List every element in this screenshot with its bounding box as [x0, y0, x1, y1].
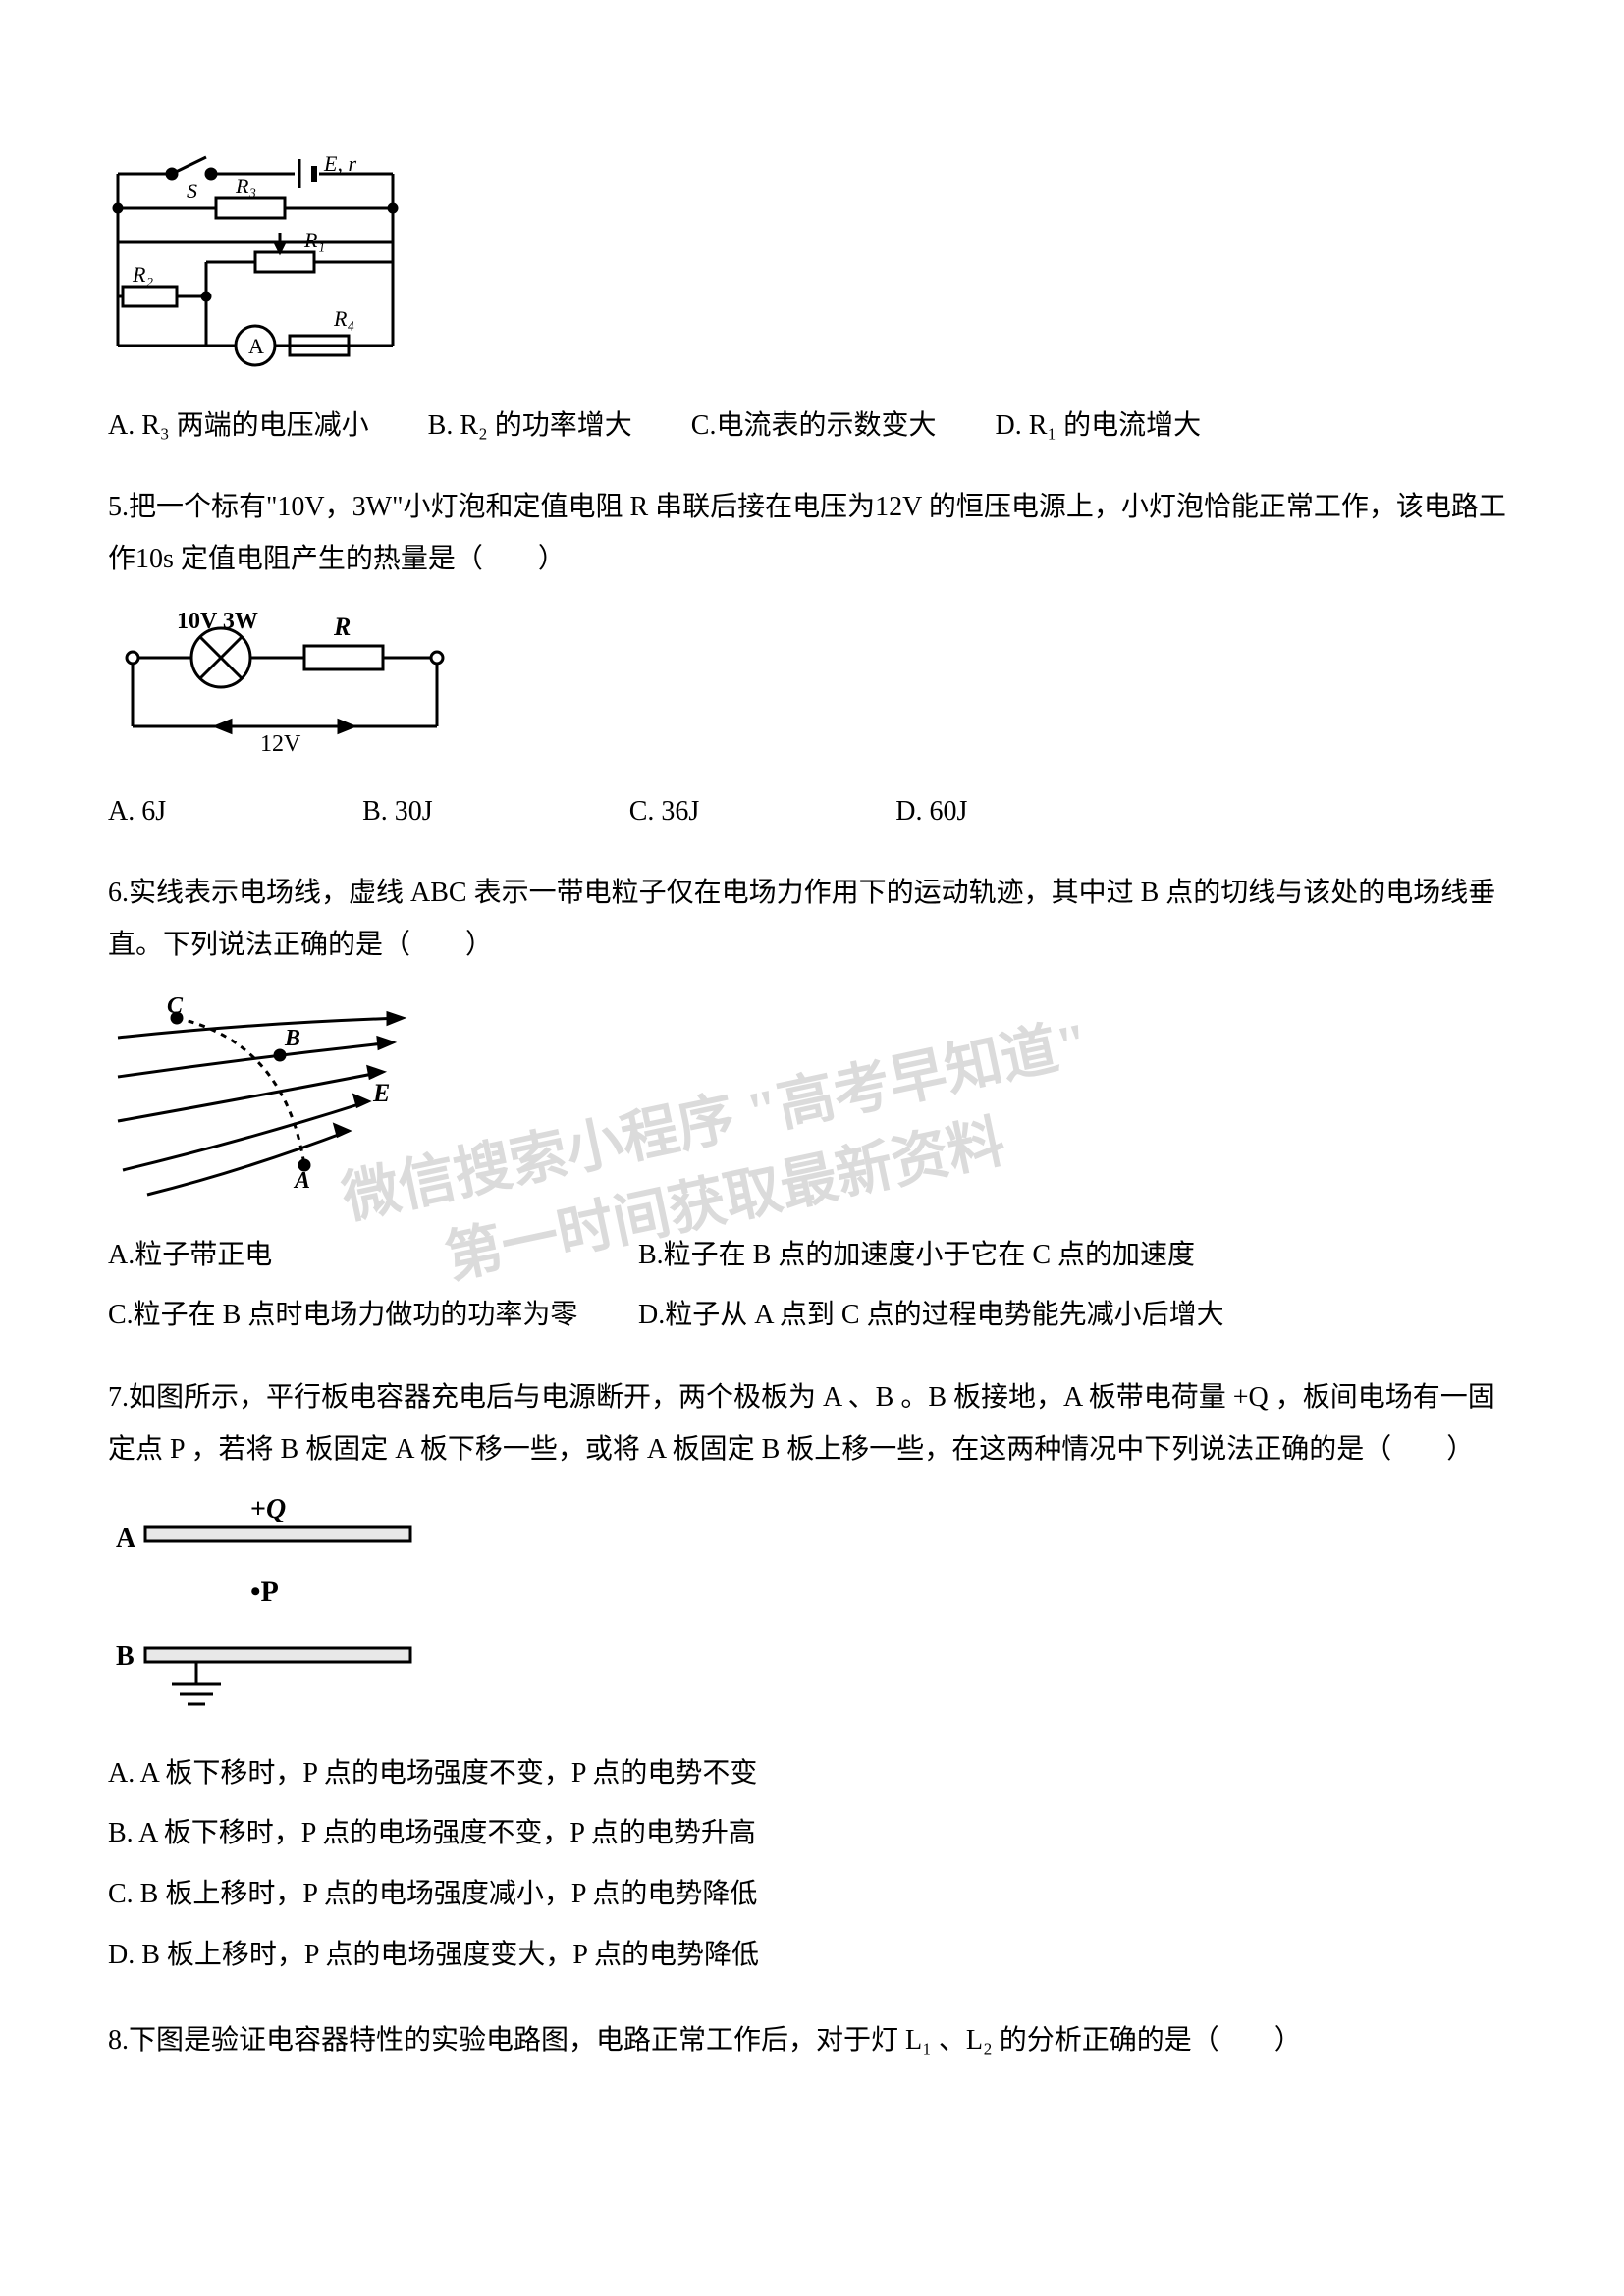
- svg-text:B: B: [116, 1641, 135, 1672]
- question-6: 6.实线表示电场线，虚线 ABC 表示一带电粒子仅在电场力作用下的运动轨迹，其中…: [108, 867, 1516, 1342]
- q6-row1: A.粒子带正电 B.粒子在 B 点的加速度小于它在 C 点的加速度: [108, 1229, 1516, 1281]
- svg-text:R₁: R₁: [303, 228, 325, 252]
- svg-text:R: R: [333, 613, 351, 641]
- svg-text:•P: •P: [250, 1575, 279, 1608]
- question-7: 7.如图所示，平行板电容器充电后与电源断开，两个极板为 A 、B 。B 板接地，…: [108, 1371, 1516, 1986]
- q7-option-a: A. A 板下移时，P 点的电场强度不变，P 点的电势不变: [108, 1743, 1516, 1804]
- q5-option-a: A. 6J: [108, 785, 166, 837]
- q6-field-diagram: E C B A: [108, 988, 1516, 1209]
- q4-option-b: B. R₂ 的功率增大: [428, 400, 632, 452]
- q6-option-d: D.粒子从 A 点到 C 点的过程电势能先减小后增大: [638, 1289, 1224, 1341]
- q5-option-d: D. 60J: [895, 785, 967, 837]
- svg-text:A: A: [248, 334, 264, 358]
- q6-option-a: A.粒子带正电: [108, 1229, 638, 1281]
- svg-text:R₂: R₂: [132, 262, 153, 287]
- svg-text:+Q: +Q: [250, 1494, 286, 1524]
- q5-text: 5.把一个标有"10V，3W"小灯泡和定值电阻 R 串联后接在电压为12V 的恒…: [108, 481, 1516, 585]
- q6-svg: E C B A: [108, 988, 461, 1204]
- circuit-svg: S E, r R₃: [108, 149, 412, 375]
- q6-text: 6.实线表示电场线，虚线 ABC 表示一带电粒子仅在电场力作用下的运动轨迹，其中…: [108, 867, 1516, 971]
- svg-text:S: S: [187, 179, 197, 203]
- svg-text:A: A: [116, 1523, 136, 1554]
- q4-option-a: A. R₃ 两端的电压减小: [108, 400, 369, 452]
- svg-text:12V: 12V: [260, 731, 301, 757]
- q5-option-c: C. 36J: [629, 785, 700, 837]
- svg-text:R₃: R₃: [235, 174, 256, 198]
- svg-text:C: C: [167, 993, 184, 1019]
- q4-option-c: C.电流表的示数变大: [691, 400, 937, 452]
- question-8: 8.下图是验证电容器特性的实验电路图，电路正常工作后，对于灯 L₁ 、L₂ 的分…: [108, 2014, 1516, 2066]
- q5-option-b: B. 30J: [362, 785, 433, 837]
- q6-row2: C.粒子在 B 点时电场力做功的功率为零 D.粒子从 A 点到 C 点的过程电势…: [108, 1289, 1516, 1341]
- svg-text:B: B: [284, 1026, 300, 1051]
- q8-text: 8.下图是验证电容器特性的实验电路图，电路正常工作后，对于灯 L₁ 、L₂ 的分…: [108, 2014, 1516, 2066]
- q7-text: 7.如图所示，平行板电容器充电后与电源断开，两个极板为 A 、B 。B 板接地，…: [108, 1371, 1516, 1475]
- svg-text:A: A: [293, 1168, 310, 1194]
- q6-option-b: B.粒子在 B 点的加速度小于它在 C 点的加速度: [638, 1229, 1195, 1281]
- question-4: S E, r R₃: [108, 149, 1516, 452]
- svg-text:R₄: R₄: [333, 306, 354, 331]
- svg-text:E, r: E, r: [323, 151, 356, 176]
- q6-option-c: C.粒子在 B 点时电场力做功的功率为零: [108, 1289, 638, 1341]
- svg-text:E: E: [372, 1079, 390, 1107]
- question-5: 5.把一个标有"10V，3W"小灯泡和定值电阻 R 串联后接在电压为12V 的恒…: [108, 481, 1516, 837]
- q4-circuit-diagram: S E, r R₃: [108, 149, 1516, 380]
- q7-option-c: C. B 板上移时，P 点的电场强度减小，P 点的电势降低: [108, 1864, 1516, 1925]
- q7-option-d: D. B 板上移时，P 点的电场强度变大，P 点的电势降低: [108, 1925, 1516, 1986]
- q4-option-d: D. R₁ 的电流增大: [995, 400, 1201, 452]
- q7-option-b: B. A 板下移时，P 点的电场强度不变，P 点的电势升高: [108, 1803, 1516, 1864]
- q5-circuit-diagram: 10V 3W R: [108, 604, 1516, 766]
- q5-svg: 10V 3W R: [108, 604, 461, 761]
- q7-options: A. A 板下移时，P 点的电场强度不变，P 点的电势不变 B. A 板下移时，…: [108, 1743, 1516, 1985]
- q4-options: A. R₃ 两端的电压减小 B. R₂ 的功率增大 C.电流表的示数变大 D. …: [108, 400, 1516, 452]
- q5-options: A. 6J B. 30J C. 36J D. 60J: [108, 785, 1516, 837]
- q7-svg: +Q A •P B: [108, 1493, 432, 1719]
- q7-capacitor-diagram: +Q A •P B: [108, 1493, 1516, 1724]
